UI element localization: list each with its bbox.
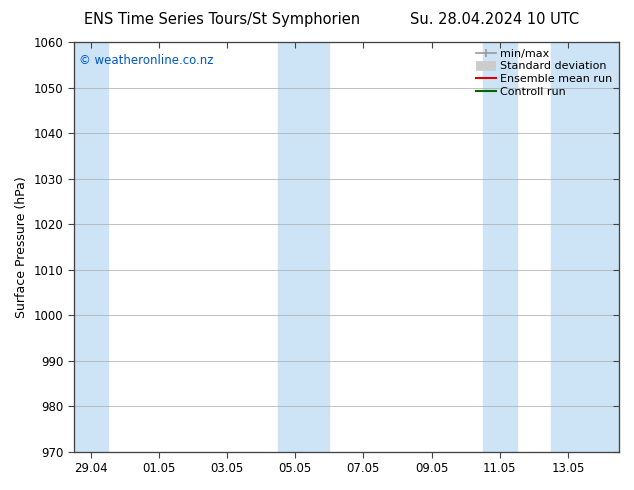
Bar [278, 42, 329, 452]
Text: © weatheronline.co.nz: © weatheronline.co.nz [79, 54, 214, 67]
Y-axis label: Surface Pressure (hPa): Surface Pressure (hPa) [15, 176, 28, 318]
Bar [74, 42, 108, 452]
Text: Su. 28.04.2024 10 UTC: Su. 28.04.2024 10 UTC [410, 12, 579, 27]
Bar [551, 42, 619, 452]
Text: ENS Time Series Tours/St Symphorien: ENS Time Series Tours/St Symphorien [84, 12, 360, 27]
Bar [482, 42, 517, 452]
Legend: min/max, Standard deviation, Ensemble mean run, Controll run: min/max, Standard deviation, Ensemble me… [472, 46, 616, 100]
